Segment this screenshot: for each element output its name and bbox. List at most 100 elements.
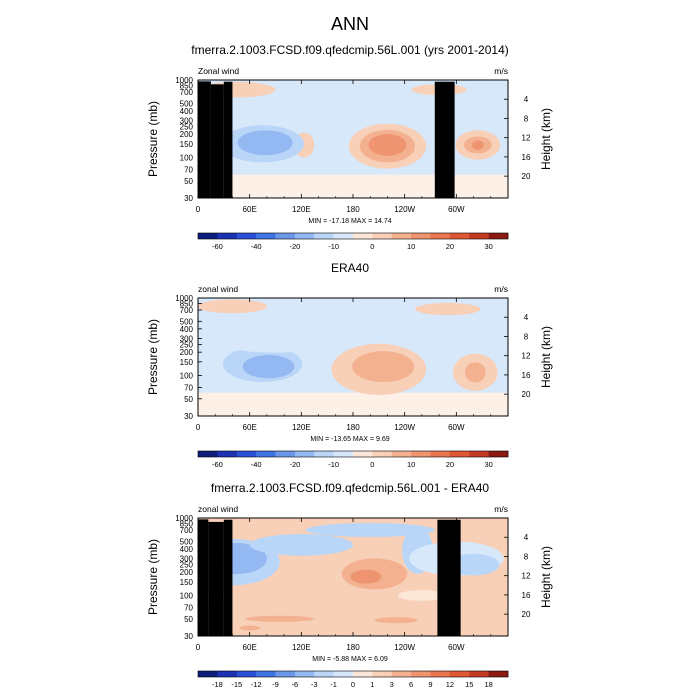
p-tick-label: 70 xyxy=(184,383,193,392)
x-tick-label: 180 xyxy=(346,643,360,652)
height-tick-label: 4 xyxy=(524,533,529,542)
contour-region xyxy=(374,617,418,624)
colorbar-swatch xyxy=(236,233,257,239)
contour-region xyxy=(352,351,415,383)
topography-mask xyxy=(210,84,224,198)
p-tick-label: 300 xyxy=(180,117,194,126)
p-tick-label: 1000 xyxy=(175,76,193,85)
panel-1: fmerra.2.1003.FCSD.f09.qfedcmip.56L.001 … xyxy=(146,43,553,251)
p-tick-label: 70 xyxy=(184,165,193,174)
colorbar-swatch xyxy=(430,671,451,677)
x-tick-label: 60E xyxy=(243,423,257,432)
panel-left-label: zonal wind xyxy=(198,284,238,294)
contour-region xyxy=(305,523,435,537)
colorbar-label: 15 xyxy=(465,680,473,689)
contour-region xyxy=(239,625,260,631)
height-tick-label: 20 xyxy=(522,390,531,399)
p-tick-label: 250 xyxy=(180,123,194,132)
colorbar-swatch xyxy=(372,233,393,239)
colorbar-label: -20 xyxy=(289,460,300,469)
height-tick-label: 4 xyxy=(524,95,529,104)
p-tick-label: 250 xyxy=(180,341,194,350)
y-axis-title: Pressure (mb) xyxy=(146,539,160,615)
colorbar-label: 6 xyxy=(409,680,413,689)
colorbar-swatch xyxy=(314,451,334,457)
colorbar-swatch xyxy=(333,451,354,457)
colorbar-label: -3 xyxy=(311,680,318,689)
contour-field xyxy=(198,80,508,198)
x-tick-label: 60E xyxy=(243,643,257,652)
contour-region xyxy=(315,109,340,141)
p-tick-label: 30 xyxy=(184,194,193,203)
contour-field xyxy=(198,518,508,636)
min-max-stats: MIN = -17.18 MAX = 14.74 xyxy=(308,218,391,225)
height-tick-label: 12 xyxy=(522,134,531,143)
contour-region xyxy=(242,355,295,379)
colorbar-swatch xyxy=(256,233,276,239)
colorbar-label: 18 xyxy=(484,680,492,689)
y2-axis-title: Height (km) xyxy=(539,546,553,608)
colorbar-label: 10 xyxy=(407,460,415,469)
colorbar-swatch xyxy=(294,233,315,239)
x-tick-label: 0 xyxy=(196,205,201,214)
colorbar-swatch xyxy=(449,671,470,677)
p-tick-label: 700 xyxy=(180,306,194,315)
p-tick-label: 150 xyxy=(180,578,194,587)
contour-region xyxy=(327,298,379,307)
x-tick-label: 120W xyxy=(394,643,415,652)
p-tick-label: 700 xyxy=(180,526,194,535)
height-tick-label: 12 xyxy=(522,572,531,581)
colorbar-frame xyxy=(197,450,509,458)
colorbar-swatch xyxy=(256,671,276,677)
colorbar-swatch xyxy=(469,671,489,677)
colorbar-label: 1 xyxy=(370,680,374,689)
colorbar-swatch xyxy=(372,671,393,677)
height-tick-label: 20 xyxy=(522,172,531,181)
colorbar-label: -6 xyxy=(292,680,299,689)
p-tick-label: 850 xyxy=(180,519,194,528)
panel-units-label: m/s xyxy=(494,66,508,76)
colorbar-swatch xyxy=(333,233,354,239)
colorbar-swatch xyxy=(198,671,218,677)
y2-axis-title: Height (km) xyxy=(539,108,553,170)
colorbar-label: 20 xyxy=(446,242,454,251)
p-tick-label: 300 xyxy=(180,555,194,564)
y-axis-title: Pressure (mb) xyxy=(146,101,160,177)
panel-title: fmerra.2.1003.FCSD.f09.qfedcmip.56L.001 … xyxy=(211,481,489,495)
colorbar-swatch xyxy=(488,671,509,677)
colorbar-label: -60 xyxy=(212,460,223,469)
contour-region xyxy=(368,134,407,156)
contour-region xyxy=(415,302,481,316)
panel-units-label: m/s xyxy=(494,504,508,514)
p-tick-label: 50 xyxy=(184,395,193,404)
min-max-stats: MIN = -5.88 MAX = 6.09 xyxy=(312,656,388,663)
colorbar-label: 0 xyxy=(370,242,374,251)
colorbar-label: 10 xyxy=(407,242,415,251)
colorbar-swatch xyxy=(430,451,451,457)
colorbar-swatch xyxy=(275,671,296,677)
p-tick-label: 70 xyxy=(184,603,193,612)
x-tick-label: 120W xyxy=(394,205,415,214)
colorbar-swatch xyxy=(411,233,431,239)
contour-region xyxy=(237,130,293,156)
p-tick-label: 850 xyxy=(180,81,194,90)
x-tick-label: 60W xyxy=(448,643,465,652)
colorbar-label: -9 xyxy=(272,680,279,689)
height-tick-label: 20 xyxy=(522,610,531,619)
p-tick-label: 700 xyxy=(180,88,194,97)
topography-mask xyxy=(223,81,233,198)
colorbar-swatch xyxy=(275,451,296,457)
p-tick-label: 250 xyxy=(180,561,194,570)
topography-mask xyxy=(437,519,461,636)
p-tick-label: 150 xyxy=(180,140,194,149)
y-axis-title: Pressure (mb) xyxy=(146,319,160,395)
p-tick-label: 500 xyxy=(180,317,194,326)
colorbar-label: 12 xyxy=(446,680,454,689)
height-tick-label: 16 xyxy=(522,591,531,600)
contour-field xyxy=(198,298,508,416)
colorbar-swatch xyxy=(449,451,470,457)
p-tick-label: 500 xyxy=(180,99,194,108)
x-tick-label: 0 xyxy=(196,423,201,432)
colorbar-swatch xyxy=(430,233,451,239)
